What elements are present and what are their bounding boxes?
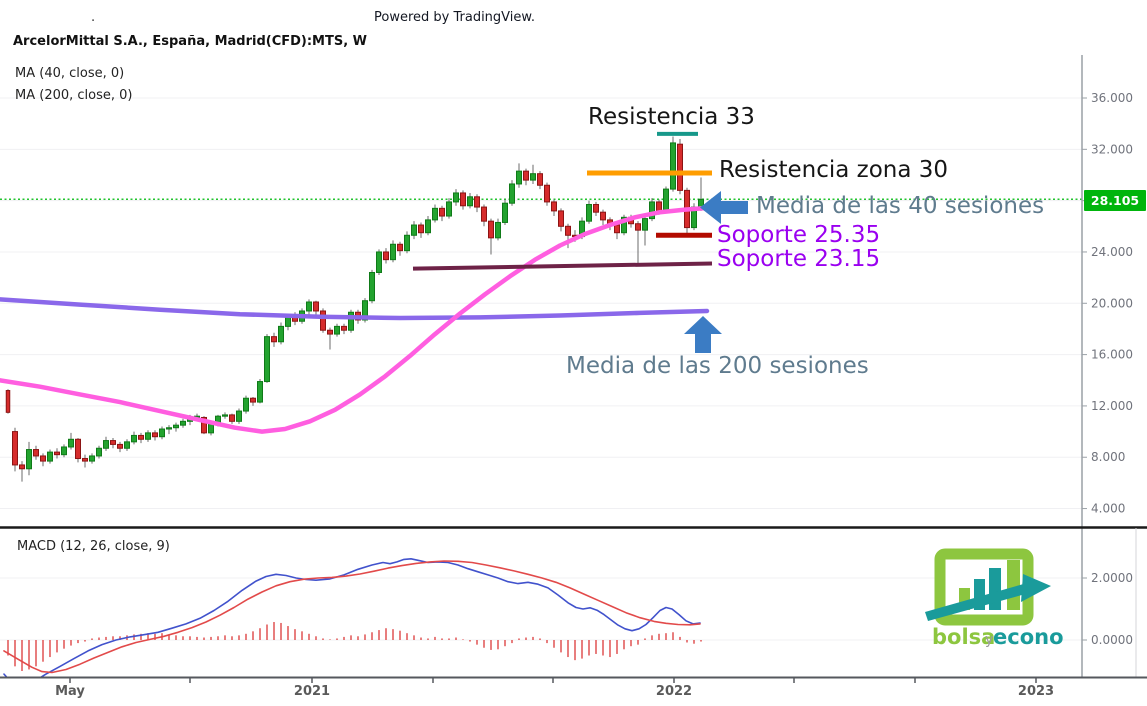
logo-text-bolsa: bolsa [932,625,995,649]
price-gridlines [0,97,1082,641]
macd-tick-label: 0.0000 [1091,633,1133,647]
logo-arrow-head [1021,574,1051,602]
logo-bar-2 [974,579,985,610]
price-tick-label: 32.000 [1091,142,1133,156]
price-tick-label: 24.000 [1091,245,1133,259]
annotation-soporte-25-35: Soporte 25.35 [717,222,881,248]
price-tick-label: 20.000 [1091,296,1133,310]
macd-tick-label: 2.0000 [1091,571,1133,585]
macd-line [3,557,701,677]
ma40-line [0,205,713,434]
time-axis-label: 2023 [1018,684,1054,699]
symbol-title: ArcelorMittal S.A., España, Madrid(CFD):… [13,34,368,49]
time-axis-label: 2021 [294,684,330,699]
macd-plot [3,557,702,677]
annotation-media-200-sesiones: Media de las 200 sesiones [566,353,869,379]
powered-by-tradingview-label[interactable]: Powered by TradingView. [374,10,535,25]
annotation-resistencia-zona-30: Resistencia zona 30 [719,157,949,183]
price-tick-label: 12.000 [1091,399,1133,413]
macd-indicator-legend[interactable]: MACD (12, 26, close, 9) [17,539,170,554]
annotation-media-40-sesiones: Media de las 40 sesiones [756,193,1045,219]
candles [0,136,713,482]
time-axis-label: May [55,684,85,699]
logo-text-y: y [985,632,993,648]
macd-signal-line [3,560,701,674]
price-tick-label: 36.000 [1091,91,1133,105]
price-tick-label: 4.000 [1091,502,1125,516]
price-tick-label: 16.000 [1091,348,1133,362]
soporte-23-15-line [412,261,713,271]
bolsa-economia-logo: bolsa y economía [925,548,1063,649]
logo-bar-1 [959,588,970,610]
time-axis-label: 2022 [656,684,692,699]
logo-arrow-shaft [925,583,1029,621]
logo-text-economia: economía [993,625,1063,649]
annotation-soporte-23-15: Soporte 23.15 [717,246,881,272]
annotation-resistencia-33: Resistencia 33 [588,104,755,130]
up-arrow-icon [684,316,722,353]
ma200-legend[interactable]: MA (200, close, 0) [15,88,133,103]
logo-bar-3 [989,568,1001,610]
ma40-legend[interactable]: MA (40, close, 0) [15,66,125,81]
ma200-line [0,297,710,321]
logo-bar-4 [1007,560,1020,610]
left-arrow-icon [700,191,748,224]
header-dot: . [91,10,96,25]
price-tick-label: 8.000 [1091,450,1125,464]
last-price-badge: 28.105 [1084,190,1146,211]
